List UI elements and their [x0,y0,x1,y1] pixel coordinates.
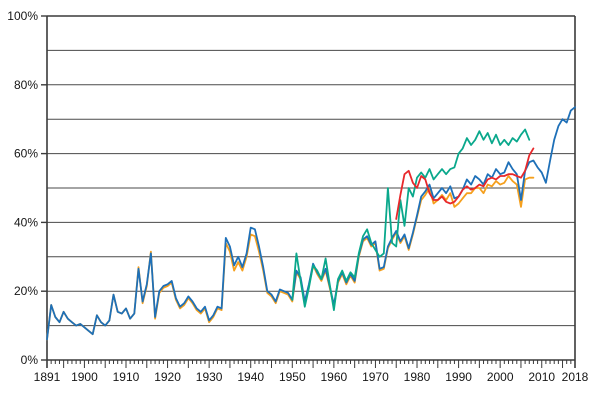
x-axis-label: 1920 [154,370,181,384]
series-line-blue [46,106,576,341]
x-axis-label: 1900 [71,370,98,384]
series-line-red [395,147,535,220]
x-axis-label: 1980 [404,370,431,384]
series-line-orange [46,175,535,341]
x-axis-label: 2000 [487,370,514,384]
y-axis-label: 40% [14,215,38,229]
series-line-teal [291,128,531,312]
x-axis-label: 2018 [562,370,589,384]
x-axis-label: 1910 [113,370,140,384]
x-axis-label: 2010 [528,370,555,384]
y-axis-label: 80% [14,78,38,92]
x-axis-label: 1960 [321,370,348,384]
x-axis-label: 1891 [34,370,61,384]
y-axis-label: 0% [21,353,39,367]
y-axis-label: 20% [14,284,38,298]
x-axis-label: 1970 [362,370,389,384]
x-axis-label: 1940 [237,370,264,384]
x-axis-label: 1950 [279,370,306,384]
x-axis-label: 1930 [196,370,223,384]
y-axis-label: 60% [14,147,38,161]
y-axis-label: 100% [7,9,38,23]
x-axis-label: 1990 [445,370,472,384]
